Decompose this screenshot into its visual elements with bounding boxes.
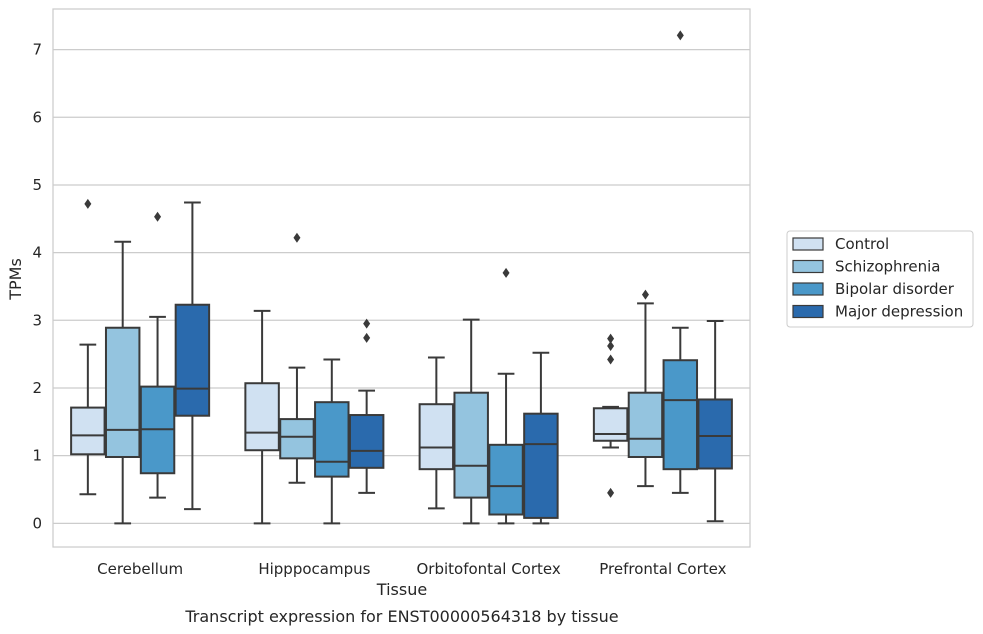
box-body [453,391,489,499]
y-tick-label-7: 7 [32,41,42,59]
box-body [697,398,733,470]
x-axis-ticks: Cerebellum Hipppocampus Orbitofontal Corte… [97,560,726,578]
box-body [244,382,280,452]
outlier-point [607,487,615,498]
outlier-point [676,30,684,41]
legend-label-1: Control [835,235,889,253]
box-groups [70,30,733,525]
legend-swatch-3 [792,282,824,296]
box-4-1 [592,333,629,498]
legend-swatch-4 [792,304,824,319]
outlier-point [154,211,162,222]
outlier-point [502,267,510,278]
legend: Control Schizophrenia Bipolar disorder Majo… [786,230,974,328]
outlier-point [641,289,649,300]
x-tick-label-2: Hipppocampus [258,560,370,578]
legend-swatch-2 [792,259,824,274]
box-2-1 [244,309,280,525]
y-tick-label-4: 4 [32,244,42,262]
box-body [70,406,106,456]
y-tick-label-6: 6 [32,108,42,126]
box-1-3 [139,211,176,499]
outlier-point [363,318,371,329]
box-body [523,412,559,519]
x-tick-label-3: Orbitofontal Cortex [417,560,561,578]
box-2-3 [314,358,350,525]
box-body [314,401,350,478]
outlier-point [607,333,615,344]
box-1-2 [104,240,141,525]
outlier-point [293,232,301,243]
outlier-point [607,341,615,352]
y-tick-label-0: 0 [32,514,42,532]
box-body [279,418,315,460]
box-4-3 [662,30,699,494]
legend-swatch-1 [792,237,824,251]
legend-items: Control Schizophrenia Bipolar disorder Majo… [792,235,963,321]
box-body [348,414,385,469]
box-1-4 [174,201,211,511]
outlier-point [363,332,371,343]
box-3-2 [453,318,489,525]
y-tick-label-5: 5 [32,176,42,194]
outlier-point [84,198,92,209]
box-body [627,391,664,458]
box-2-4 [348,318,385,494]
y-axis-label: TPMs [6,258,25,301]
x-tick-label-4: Prefrontal Cortex [599,560,726,578]
y-axis-ticks: 0 1 2 3 4 5 6 7 [32,41,42,533]
plot-frame [52,8,751,548]
box-body [662,359,699,471]
y-tick-label-2: 2 [32,379,42,397]
box-body [174,303,211,417]
box-body [418,403,455,471]
legend-frame [786,230,974,328]
legend-label-4: Major depression [835,303,963,321]
outlier-point [607,354,615,365]
x-tick-label-1: Cerebellum [97,560,183,578]
chart-caption: Transcript expression for ENST0000056431… [184,607,618,626]
box-3-1 [418,356,455,510]
x-axis-label: Tissue [376,580,427,599]
box-body [104,326,141,458]
y-tick-label-1: 1 [32,447,42,465]
box-4-4 [697,319,733,523]
box-2-2 [279,232,315,484]
box-3-3 [488,267,524,525]
legend-label-2: Schizophrenia [835,258,940,276]
box-3-4 [523,351,559,525]
box-1-1 [70,198,106,496]
y-tick-label-3: 3 [32,311,42,329]
box-body [488,443,524,516]
legend-label-3: Bipolar disorder [835,280,955,298]
box-4-2 [627,289,664,488]
box-body [592,407,629,442]
